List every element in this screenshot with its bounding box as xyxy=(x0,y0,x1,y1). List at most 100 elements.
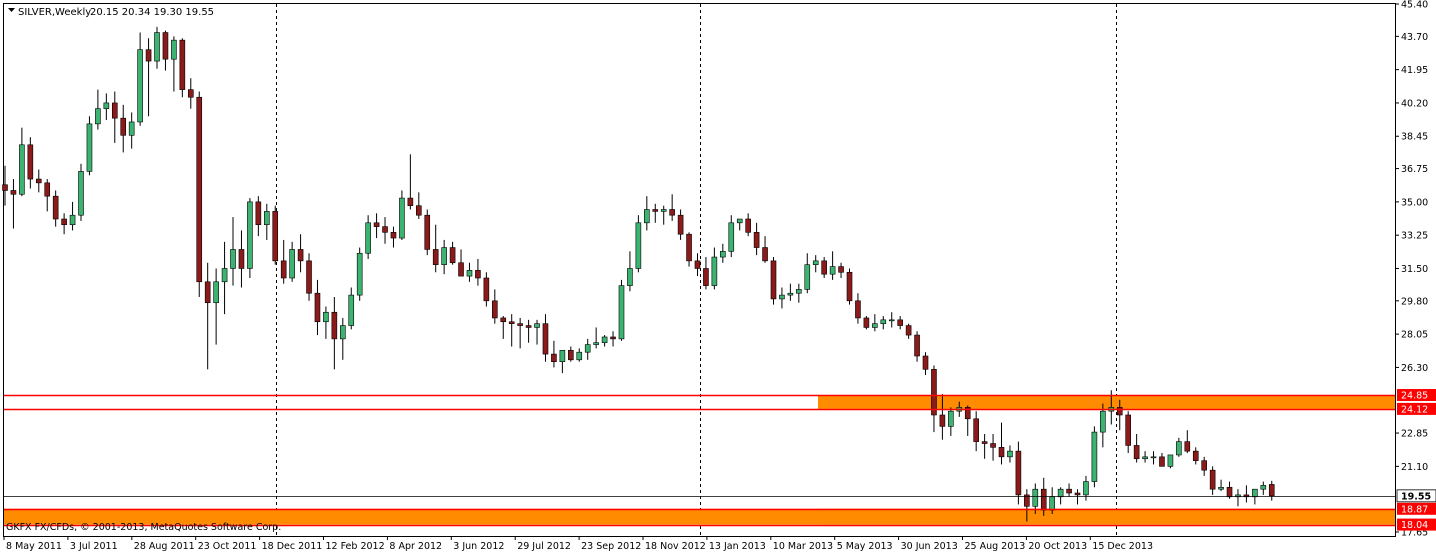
candle[interactable] xyxy=(27,137,34,189)
candle[interactable] xyxy=(1015,441,1022,505)
candle[interactable] xyxy=(644,196,650,231)
candle[interactable] xyxy=(204,262,211,370)
candle[interactable] xyxy=(120,104,127,153)
candle[interactable] xyxy=(897,316,903,330)
candle[interactable] xyxy=(745,213,751,237)
candle[interactable] xyxy=(78,163,84,221)
candle[interactable] xyxy=(1100,403,1106,448)
candle[interactable] xyxy=(1125,411,1131,454)
candle[interactable] xyxy=(162,30,169,71)
candle[interactable] xyxy=(762,236,768,263)
candle[interactable] xyxy=(652,203,659,223)
candle[interactable] xyxy=(230,217,236,286)
candle[interactable] xyxy=(905,323,912,339)
candle[interactable] xyxy=(559,349,566,374)
candle[interactable] xyxy=(483,272,490,307)
candle[interactable] xyxy=(829,251,836,280)
candle[interactable] xyxy=(500,316,507,339)
candle[interactable] xyxy=(449,241,456,265)
candle[interactable] xyxy=(196,91,203,298)
candle[interactable] xyxy=(1133,434,1140,463)
candle[interactable] xyxy=(323,306,329,339)
candle[interactable] xyxy=(990,434,996,461)
candle[interactable] xyxy=(703,257,709,290)
candle[interactable] xyxy=(964,405,971,436)
candle[interactable] xyxy=(289,241,295,282)
candle[interactable] xyxy=(542,314,549,362)
candle[interactable] xyxy=(627,251,633,292)
candle[interactable] xyxy=(584,338,591,360)
candle[interactable] xyxy=(863,316,870,330)
candle[interactable] xyxy=(1142,451,1148,463)
candle[interactable] xyxy=(1091,426,1098,488)
candle[interactable] xyxy=(973,411,979,452)
candle[interactable] xyxy=(601,335,608,347)
candle[interactable] xyxy=(880,316,887,330)
candle[interactable] xyxy=(492,289,498,324)
candle[interactable] xyxy=(221,241,228,315)
candle[interactable] xyxy=(838,262,844,278)
candle[interactable] xyxy=(1209,466,1216,495)
candle[interactable] xyxy=(736,218,743,231)
candle[interactable] xyxy=(1192,447,1199,465)
candle[interactable] xyxy=(19,127,25,197)
candle[interactable] xyxy=(432,224,439,273)
candle[interactable] xyxy=(610,331,616,347)
candle[interactable] xyxy=(247,198,253,278)
candle[interactable] xyxy=(466,262,473,282)
candle[interactable] xyxy=(272,205,279,265)
candle[interactable] xyxy=(593,327,599,349)
candle[interactable] xyxy=(1007,445,1013,463)
candle[interactable] xyxy=(95,89,101,130)
candle[interactable] xyxy=(931,365,937,433)
candle[interactable] xyxy=(888,312,895,328)
candle[interactable] xyxy=(154,26,160,69)
candle[interactable] xyxy=(872,314,878,332)
candle[interactable] xyxy=(618,279,625,341)
candle[interactable] xyxy=(914,331,920,362)
candle[interactable] xyxy=(948,407,954,436)
candle[interactable] xyxy=(796,283,802,303)
candle[interactable] xyxy=(339,317,346,360)
candle[interactable] xyxy=(551,340,557,368)
candle[interactable] xyxy=(10,179,17,229)
candle[interactable] xyxy=(1176,437,1182,457)
candle[interactable] xyxy=(44,179,51,212)
candle[interactable] xyxy=(922,352,929,376)
candle[interactable] xyxy=(390,226,397,248)
candle[interactable] xyxy=(306,253,312,301)
candle[interactable] xyxy=(382,217,388,244)
candle[interactable] xyxy=(52,190,59,227)
candle[interactable] xyxy=(171,36,177,92)
candle[interactable] xyxy=(1066,483,1072,497)
candle[interactable] xyxy=(846,268,853,305)
candle[interactable] xyxy=(86,116,93,176)
candle[interactable] xyxy=(669,194,675,221)
candle[interactable] xyxy=(103,93,110,121)
candle[interactable] xyxy=(365,215,371,259)
candle[interactable] xyxy=(981,434,988,459)
candle[interactable] xyxy=(263,203,270,240)
candle[interactable] xyxy=(1159,453,1165,467)
candle[interactable] xyxy=(508,314,515,347)
candle[interactable] xyxy=(373,213,380,239)
candle[interactable] xyxy=(399,190,405,240)
candle[interactable] xyxy=(179,38,186,98)
candle[interactable] xyxy=(779,287,785,309)
candle[interactable] xyxy=(314,279,321,336)
candle[interactable] xyxy=(441,239,447,275)
candle[interactable] xyxy=(475,258,481,286)
candle[interactable] xyxy=(35,169,42,193)
candle[interactable] xyxy=(348,287,355,330)
candle[interactable] xyxy=(416,192,422,220)
candle[interactable] xyxy=(356,247,363,301)
candle[interactable] xyxy=(728,215,735,258)
candle[interactable] xyxy=(517,317,523,349)
candle[interactable] xyxy=(812,255,819,273)
candle[interactable] xyxy=(821,257,827,278)
candle[interactable] xyxy=(576,348,583,362)
candle[interactable] xyxy=(213,268,219,345)
candle[interactable] xyxy=(1260,481,1267,495)
candle[interactable] xyxy=(187,78,194,109)
